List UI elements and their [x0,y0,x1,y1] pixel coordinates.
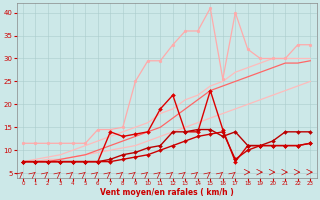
X-axis label: Vent moyen/en rafales ( km/h ): Vent moyen/en rafales ( km/h ) [100,188,234,197]
